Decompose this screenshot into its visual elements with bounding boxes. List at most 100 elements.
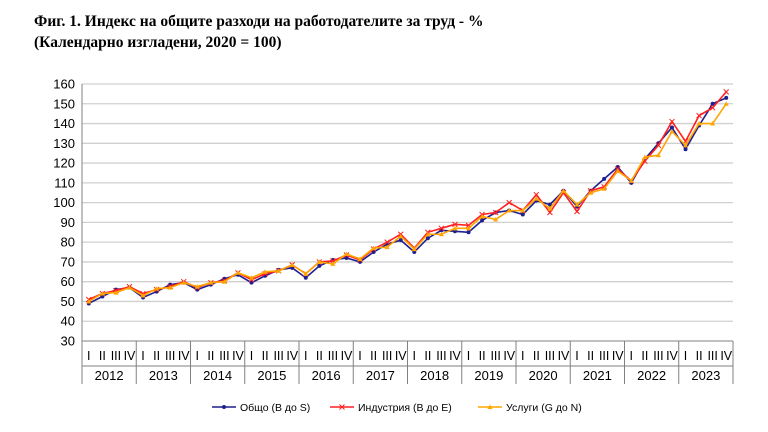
- data-point: [249, 275, 255, 280]
- x-tick-quarter: II: [587, 349, 594, 363]
- x-tick-quarter: III: [436, 349, 446, 363]
- x-tick-quarter: III: [599, 349, 609, 363]
- x-tick-year: 2015: [257, 368, 286, 383]
- data-point: [669, 128, 675, 134]
- data-point: [520, 208, 526, 213]
- y-tick-label: 60: [61, 274, 75, 289]
- data-point: [126, 285, 132, 290]
- data-point: [696, 112, 702, 119]
- x-tick-quarter: I: [196, 349, 199, 363]
- y-tick-label: 90: [61, 215, 75, 230]
- x-tick-quarter: IV: [503, 349, 515, 363]
- data-point: [710, 101, 715, 106]
- data-point: [574, 208, 580, 215]
- y-tick-label: 100: [53, 195, 75, 210]
- x-tick-quarter: I: [304, 349, 307, 363]
- x-tick-year: 2020: [529, 368, 558, 383]
- data-point: [398, 233, 404, 239]
- x-tick-quarter: IV: [558, 349, 570, 363]
- data-point: [493, 216, 499, 222]
- y-tick-label: 150: [53, 96, 75, 111]
- y-tick-label: 30: [61, 334, 75, 349]
- data-point: [398, 238, 403, 243]
- data-point: [724, 95, 729, 100]
- y-tick-label: 130: [53, 136, 75, 151]
- x-tick-quarter: I: [141, 349, 144, 363]
- x-tick-year: 2013: [149, 368, 178, 383]
- data-point: [615, 168, 621, 173]
- data-point: [343, 251, 349, 257]
- x-tick-quarter: II: [370, 349, 377, 363]
- data-point: [723, 89, 730, 95]
- x-tick-quarter: II: [424, 349, 431, 363]
- y-tick-label: 120: [53, 156, 75, 171]
- legend-label: Индустрия (B до E): [358, 402, 452, 414]
- data-point: [344, 255, 349, 260]
- data-point: [492, 209, 499, 216]
- data-point: [628, 178, 634, 183]
- data-point: [371, 250, 376, 255]
- data-point: [167, 285, 173, 290]
- data-point: [438, 225, 445, 232]
- data-point: [262, 269, 268, 274]
- data-point: [140, 293, 146, 298]
- x-tick-quarter: II: [316, 349, 323, 363]
- x-tick-year: 2016: [312, 368, 341, 383]
- data-point: [655, 142, 662, 149]
- data-point: [86, 298, 92, 304]
- data-point: [683, 142, 689, 148]
- legend-label: Услуги (G до N): [506, 402, 582, 414]
- x-tick-quarter: I: [413, 349, 416, 363]
- x-tick-quarter: II: [696, 349, 703, 363]
- y-tick-label: 50: [61, 294, 75, 309]
- x-tick-quarter: I: [575, 349, 578, 363]
- y-tick-label: 80: [61, 235, 75, 250]
- data-point: [547, 209, 553, 216]
- legend-marker: [339, 404, 345, 410]
- x-tick-quarter: III: [653, 349, 663, 363]
- x-tick-quarter: I: [467, 349, 470, 363]
- x-tick-year: 2021: [583, 368, 612, 383]
- y-tick-label: 70: [61, 254, 75, 269]
- data-point: [330, 261, 336, 266]
- x-tick-quarter: III: [111, 349, 121, 363]
- x-tick-quarter: II: [99, 349, 106, 363]
- data-point: [655, 152, 661, 158]
- x-tick-quarter: I: [87, 349, 90, 363]
- x-tick-quarter: I: [358, 349, 361, 363]
- x-tick-quarter: IV: [232, 349, 244, 363]
- x-tick-quarter: IV: [720, 349, 732, 363]
- data-point: [547, 202, 552, 207]
- data-point: [289, 262, 295, 267]
- data-point: [466, 225, 472, 231]
- y-tick-label: 140: [53, 116, 75, 131]
- x-tick-year: 2017: [366, 368, 395, 383]
- data-point: [479, 213, 485, 219]
- data-point: [696, 121, 702, 126]
- x-tick-quarter: IV: [395, 349, 407, 363]
- legend-label: Общо (B до S): [240, 402, 310, 414]
- data-point: [303, 271, 309, 276]
- data-point: [276, 268, 282, 273]
- data-point: [520, 212, 525, 217]
- data-point: [710, 121, 716, 126]
- data-point: [357, 256, 363, 261]
- data-point: [506, 199, 513, 206]
- x-tick-quarter: II: [207, 349, 214, 363]
- x-tick-year: 2014: [203, 368, 232, 383]
- data-point: [452, 225, 458, 231]
- data-point: [181, 280, 187, 285]
- data-point: [154, 286, 160, 291]
- data-point: [371, 245, 377, 251]
- data-point: [384, 239, 391, 246]
- data-point: [709, 104, 716, 111]
- data-point: [208, 280, 214, 285]
- x-tick-quarter: I: [521, 349, 524, 363]
- x-tick-year: 2023: [691, 368, 720, 383]
- data-point: [317, 263, 322, 268]
- x-tick-quarter: III: [545, 349, 555, 363]
- x-tick-quarter: II: [479, 349, 486, 363]
- data-point: [249, 280, 254, 285]
- x-tick-quarter: III: [219, 349, 229, 363]
